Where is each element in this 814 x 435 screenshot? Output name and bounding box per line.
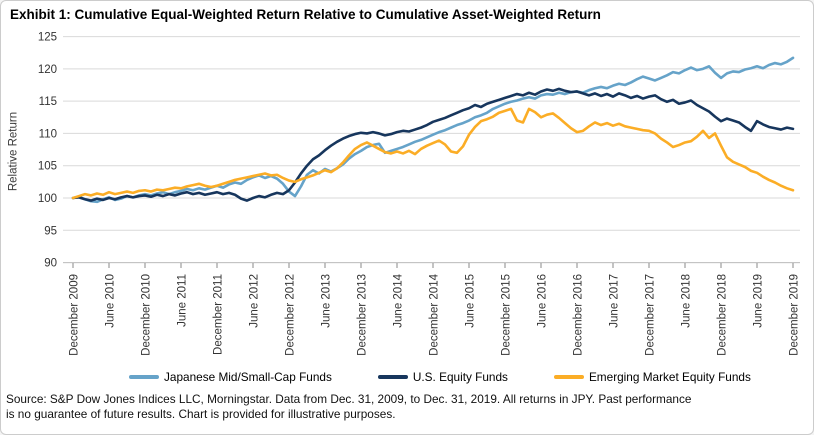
x-axis-tick-labels: December 2009 June 2010 December 2010 June … (69, 273, 801, 355)
source-note-line-1: Source: S&P Dow Jones Indices LLC, Morni… (6, 392, 692, 406)
x-tick-label: June 2013 (321, 274, 333, 328)
x-tick-label: December 2019 (789, 274, 801, 356)
y-axis-tick-labels: 90 95 100 105 110 115 120 125 (38, 32, 57, 270)
legend-item-japanese-mid-small-cap-funds: Japanese Mid/Small-Cap Funds (129, 370, 332, 384)
y-tick-label: 110 (39, 128, 57, 140)
legend-swatch-us-equity-funds (377, 375, 408, 379)
legend-swatch-japanese-mid-small-cap-funds (129, 375, 159, 379)
chart-legend: Japanese Mid/Small-Cap Funds U.S. Equity … (129, 370, 751, 384)
legend-label: Japanese Mid/Small-Cap Funds (164, 370, 332, 384)
x-tick-label: June 2014 (393, 273, 405, 327)
source-note: Source: S&P Dow Jones Indices LLC, Morni… (6, 392, 810, 423)
chart-area: 90 95 100 105 110 115 120 125 December 2009 June … (38, 32, 801, 356)
x-tick-label: June 2010 (105, 274, 117, 328)
x-tick-label: June 2019 (753, 274, 765, 328)
series-line-us-equity-funds (71, 87, 795, 202)
x-tick-label: December 2009 (69, 274, 81, 356)
y-tick-label: 120 (38, 64, 57, 76)
source-note-line-2: is no guarantee of future results. Chart… (6, 407, 396, 422)
y-tick-label: 100 (38, 193, 57, 205)
x-tick-label: December 2016 (573, 274, 585, 356)
legend-label: U.S. Equity Funds (412, 370, 508, 384)
x-tick-label: December 2018 (717, 274, 729, 356)
x-tick-label: June 2018 (681, 274, 693, 328)
x-tick-label: June 2016 (537, 274, 549, 328)
x-tick-label: December 2011 (213, 274, 225, 355)
legend-swatch-emerging-market-equity-funds (553, 375, 584, 379)
series-line-japanese-mid-small-cap-funds (71, 56, 795, 204)
legend-item-emerging-market-equity-funds: Emerging Market Equity Funds (553, 370, 751, 384)
x-tick-label: June 2017 (609, 274, 621, 328)
y-tick-label: 90 (44, 258, 57, 270)
x-tick-label: December 2010 (141, 274, 153, 356)
gridlines (63, 36, 800, 264)
x-tick-label: December 2013 (357, 274, 369, 356)
legend-label: Emerging Market Equity Funds (588, 370, 751, 384)
chart-title: Exhibit 1: Cumulative Equal-Weighted Ret… (10, 7, 601, 22)
x-axis-ticks (72, 263, 794, 268)
y-axis-title: Relative Return (7, 111, 20, 192)
legend-item-us-equity-funds: U.S. Equity Funds (377, 370, 508, 384)
y-tick-label: 95 (44, 225, 57, 237)
x-tick-label: June 2011 (177, 274, 189, 327)
series-line-emerging-market-equity-funds (71, 107, 795, 200)
y-tick-label: 115 (39, 96, 57, 108)
x-tick-label: December 2017 (645, 274, 657, 356)
x-tick-label: December 2015 (501, 274, 513, 356)
x-tick-label: June 2012 (249, 274, 261, 328)
x-tick-label: December 2012 (285, 274, 297, 356)
y-tick-label: 105 (38, 161, 57, 173)
x-tick-label: December 2014 (429, 273, 441, 355)
y-tick-label: 125 (38, 32, 57, 44)
x-tick-label: June 2015 (465, 274, 477, 328)
